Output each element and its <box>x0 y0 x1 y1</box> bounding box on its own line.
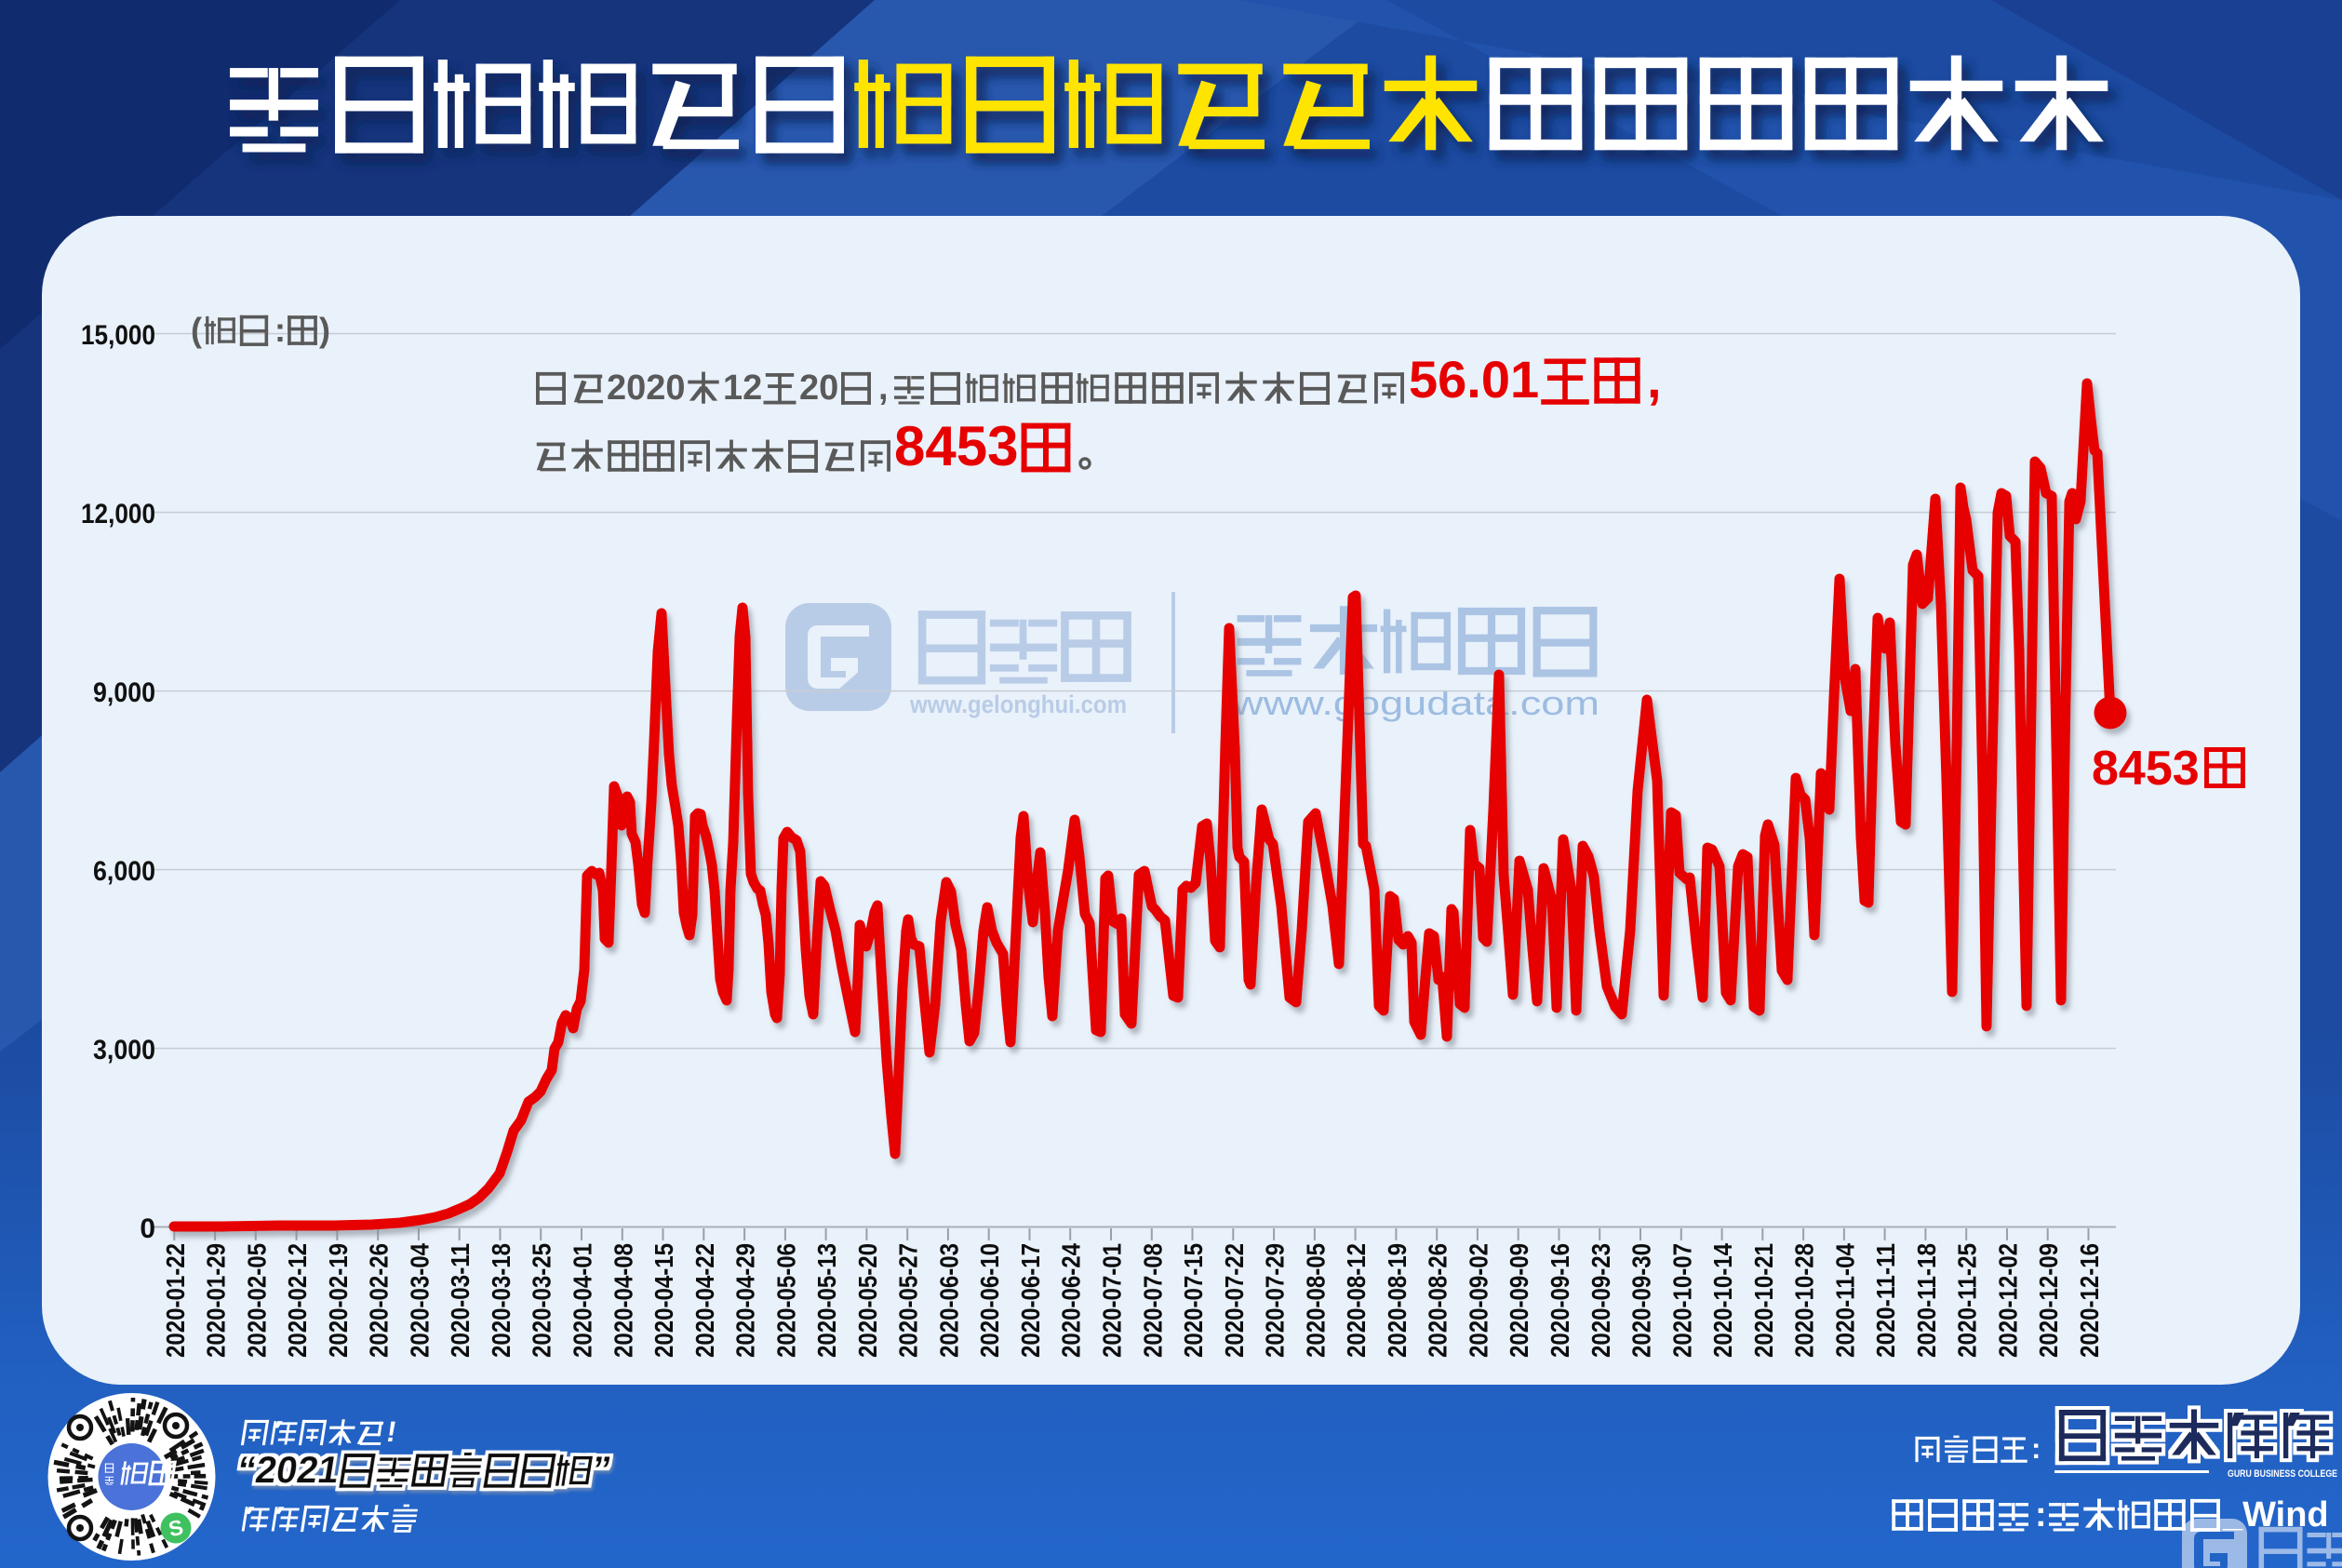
svg-text:2021: 2021 <box>253 1449 342 1491</box>
svg-text:2020-09-09: 2020-09-09 <box>1505 1243 1533 1358</box>
svg-text:2020-01-22: 2020-01-22 <box>161 1243 190 1358</box>
svg-text:2020-09-16: 2020-09-16 <box>1546 1243 1574 1358</box>
svg-text:2020-02-05: 2020-02-05 <box>242 1243 271 1358</box>
svg-text:8453: 8453 <box>894 415 1018 477</box>
svg-text:2020-06-10: 2020-06-10 <box>975 1243 1004 1358</box>
svg-text:2020-01-29: 2020-01-29 <box>202 1243 231 1358</box>
svg-text:15,000: 15,000 <box>81 320 155 351</box>
svg-text:20: 20 <box>799 369 838 408</box>
svg-text:9,000: 9,000 <box>93 677 155 708</box>
svg-text:3,000: 3,000 <box>93 1035 155 1065</box>
svg-text::: : <box>2031 1432 2041 1465</box>
svg-text:2020-05-13: 2020-05-13 <box>812 1243 841 1358</box>
svg-text:2020-09-23: 2020-09-23 <box>1586 1243 1615 1358</box>
svg-text:2020-10-14: 2020-10-14 <box>1708 1243 1737 1358</box>
svg-text:0: 0 <box>140 1213 155 1244</box>
svg-text:2020-08-26: 2020-08-26 <box>1424 1243 1452 1358</box>
svg-text:2020-04-08: 2020-04-08 <box>609 1243 637 1358</box>
svg-text:2020-08-12: 2020-08-12 <box>1342 1243 1371 1358</box>
svg-text:2020-10-28: 2020-10-28 <box>1790 1243 1819 1358</box>
svg-text:2020-06-24: 2020-06-24 <box>1057 1243 1086 1358</box>
svg-text::: : <box>274 311 286 349</box>
svg-text:2020-10-21: 2020-10-21 <box>1749 1243 1778 1358</box>
svg-text:2020-05-20: 2020-05-20 <box>853 1243 882 1358</box>
svg-text:,: , <box>1647 350 1662 409</box>
svg-text::: : <box>2035 1495 2047 1534</box>
svg-text:2020-11-04: 2020-11-04 <box>1830 1243 1859 1358</box>
svg-text:2020-07-29: 2020-07-29 <box>1261 1243 1290 1358</box>
svg-text:S: S <box>167 1515 185 1542</box>
svg-text:2020-04-29: 2020-04-29 <box>731 1243 760 1358</box>
svg-text:2020-04-01: 2020-04-01 <box>569 1243 597 1358</box>
svg-text:www.gelonghui.com: www.gelonghui.com <box>909 690 1127 718</box>
svg-text:2020-11-18: 2020-11-18 <box>1912 1243 1941 1358</box>
svg-text:2020-12-02: 2020-12-02 <box>1994 1243 2023 1358</box>
svg-text:2020-06-17: 2020-06-17 <box>1016 1243 1045 1358</box>
svg-text:2020-12-09: 2020-12-09 <box>2034 1243 2063 1358</box>
svg-text:2020-04-22: 2020-04-22 <box>690 1243 719 1358</box>
svg-text:2020-02-12: 2020-02-12 <box>283 1243 312 1358</box>
svg-text:2020-02-19: 2020-02-19 <box>324 1243 353 1358</box>
svg-text:2020-08-19: 2020-08-19 <box>1383 1243 1412 1358</box>
svg-text:2020-02-26: 2020-02-26 <box>365 1243 394 1358</box>
svg-text:2020-03-18: 2020-03-18 <box>487 1243 515 1358</box>
svg-text:2020-07-01: 2020-07-01 <box>1098 1243 1127 1358</box>
svg-text:12: 12 <box>723 369 762 408</box>
svg-text:2020-11-25: 2020-11-25 <box>1953 1243 1982 1358</box>
svg-text:2020-05-06: 2020-05-06 <box>771 1243 800 1358</box>
svg-text:12,000: 12,000 <box>81 499 155 529</box>
svg-text:2020-05-27: 2020-05-27 <box>894 1243 923 1358</box>
svg-text:6,000: 6,000 <box>93 856 155 887</box>
svg-text:(: ( <box>191 311 202 349</box>
svg-text:56.01: 56.01 <box>1409 350 1539 409</box>
svg-text:2020: 2020 <box>607 369 686 408</box>
svg-text:2020-06-03: 2020-06-03 <box>934 1243 963 1358</box>
svg-text:8453: 8453 <box>2092 742 2200 796</box>
svg-text:2020-03-25: 2020-03-25 <box>528 1243 556 1358</box>
svg-text:2020-10-07: 2020-10-07 <box>1667 1243 1696 1358</box>
svg-text:2020-09-30: 2020-09-30 <box>1627 1243 1656 1358</box>
svg-text:2020-03-04: 2020-03-04 <box>405 1243 434 1358</box>
svg-text:2020-04-15: 2020-04-15 <box>649 1243 678 1358</box>
svg-text:,: , <box>878 369 889 408</box>
svg-text:2020-07-08: 2020-07-08 <box>1138 1243 1167 1358</box>
svg-text:2020-11-11: 2020-11-11 <box>1871 1243 1900 1358</box>
svg-text:2020-03-11: 2020-03-11 <box>446 1243 475 1358</box>
svg-text:2020-07-15: 2020-07-15 <box>1179 1243 1208 1358</box>
svg-text:2020-12-16: 2020-12-16 <box>2075 1243 2104 1358</box>
svg-text:): ) <box>319 311 330 349</box>
svg-text:GURU BUSINESS COLLEGE: GURU BUSINESS COLLEGE <box>2228 1468 2337 1480</box>
svg-text:www.gogudata.com: www.gogudata.com <box>1232 684 1599 722</box>
svg-text:2020-07-22: 2020-07-22 <box>1220 1243 1249 1358</box>
svg-text:2020-08-05: 2020-08-05 <box>1301 1243 1330 1358</box>
svg-text:2020-09-02: 2020-09-02 <box>1464 1243 1492 1358</box>
